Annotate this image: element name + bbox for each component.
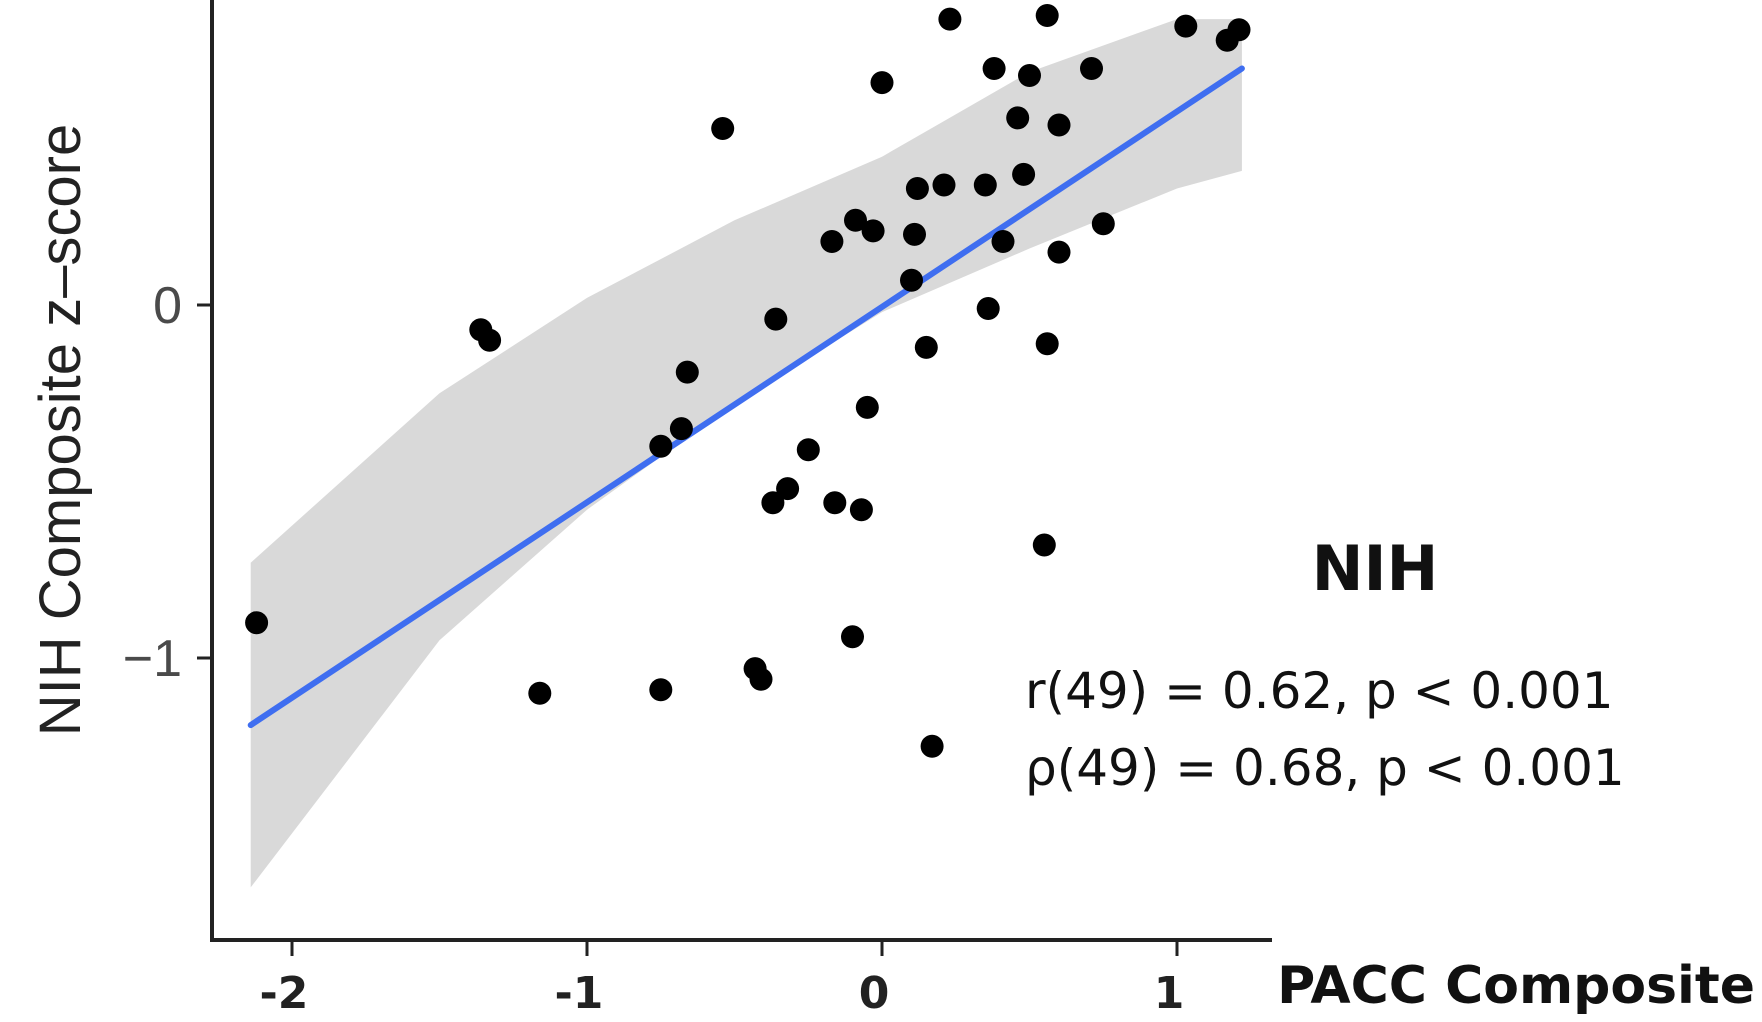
data-point — [844, 208, 867, 232]
data-point — [1012, 162, 1036, 186]
regression-line — [247, 65, 1245, 729]
data-point — [870, 71, 894, 95]
data-point — [823, 491, 847, 515]
spearman-stat: ρ(49) = 0.68, p < 0.001 — [1025, 739, 1625, 797]
x-tick-label: -1 — [555, 968, 604, 1019]
data-point — [976, 297, 1000, 320]
group-label: NIH — [1312, 532, 1439, 605]
data-point — [1174, 14, 1198, 38]
data-point — [938, 7, 962, 31]
data-point — [903, 222, 926, 246]
data-point — [749, 667, 773, 691]
data-point — [914, 335, 938, 359]
y-tick-label: −1 — [123, 630, 182, 688]
data-point — [1035, 332, 1059, 356]
data-point — [796, 438, 820, 462]
data-point — [973, 173, 997, 197]
data-point — [920, 734, 944, 758]
data-point — [478, 328, 502, 352]
data-point — [841, 625, 864, 649]
data-point — [675, 360, 699, 384]
x-tick-label: 0 — [859, 968, 890, 1019]
data-point — [649, 678, 673, 702]
x-tick-label: 1 — [1154, 968, 1185, 1019]
data-point — [764, 307, 788, 331]
data-point — [528, 681, 552, 705]
data-point — [1080, 57, 1103, 80]
data-point — [761, 491, 785, 515]
data-point — [776, 477, 800, 501]
y-tick-label: 0 — [153, 277, 182, 335]
data-point — [855, 395, 879, 419]
data-point — [1047, 240, 1071, 264]
data-point — [932, 173, 956, 197]
data-point — [1047, 113, 1071, 137]
data-point — [849, 498, 873, 522]
data-point — [711, 117, 735, 140]
data-points-layer — [245, 4, 1251, 758]
data-point — [245, 611, 269, 635]
data-point — [900, 268, 923, 292]
data-point — [1032, 533, 1056, 557]
x-axis-title: PACC Composite — [1277, 956, 1755, 1016]
fit-line-layer — [247, 65, 1245, 729]
data-point — [1227, 18, 1251, 42]
y-axis-title: NIH Composite z–score — [28, 124, 93, 736]
data-point — [1018, 64, 1041, 87]
data-point — [1091, 212, 1115, 236]
data-point — [991, 230, 1015, 253]
data-point — [669, 417, 693, 441]
data-point — [649, 434, 673, 458]
x-tick-label: -2 — [260, 968, 309, 1019]
data-point — [1006, 106, 1030, 130]
data-point — [905, 177, 929, 200]
data-point — [861, 219, 885, 243]
pearson-stat: r(49) = 0.62, p < 0.001 — [1025, 662, 1614, 720]
data-point — [982, 57, 1006, 80]
data-point — [1035, 4, 1059, 27]
ticks-layer: -2 -1 0 1 0 −1 — [123, 277, 1185, 1019]
data-point — [820, 230, 844, 253]
